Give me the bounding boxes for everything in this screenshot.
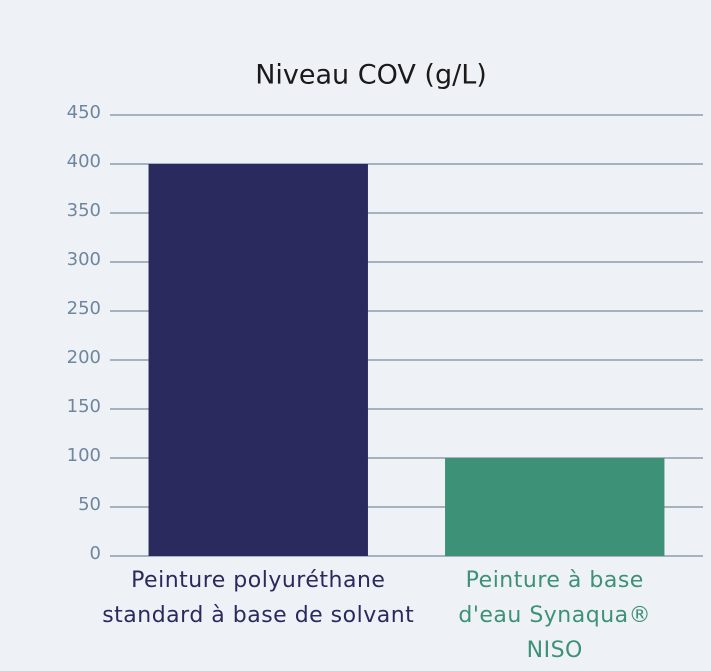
y-tick-label: 0 [90, 543, 101, 564]
x-tick-label: Peinture à base d'eau Synaqua® NISO [458, 568, 652, 663]
y-tick-label: 200 [67, 347, 101, 368]
bar [445, 458, 665, 556]
y-tick-label: 400 [67, 151, 101, 172]
y-tick-label: 300 [67, 249, 101, 270]
x-tick-label: Peinture polyuréthane standard à base de… [102, 568, 415, 628]
y-tick-label: 250 [67, 298, 101, 319]
bar [148, 164, 368, 556]
y-tick-label: 100 [67, 445, 101, 466]
y-tick-label: 450 [67, 102, 101, 123]
chart-title: Niveau COV (g/L) [255, 60, 487, 91]
y-tick-label: 150 [67, 396, 101, 417]
y-tick-label: 50 [78, 494, 101, 515]
y-tick-label: 350 [67, 200, 101, 221]
